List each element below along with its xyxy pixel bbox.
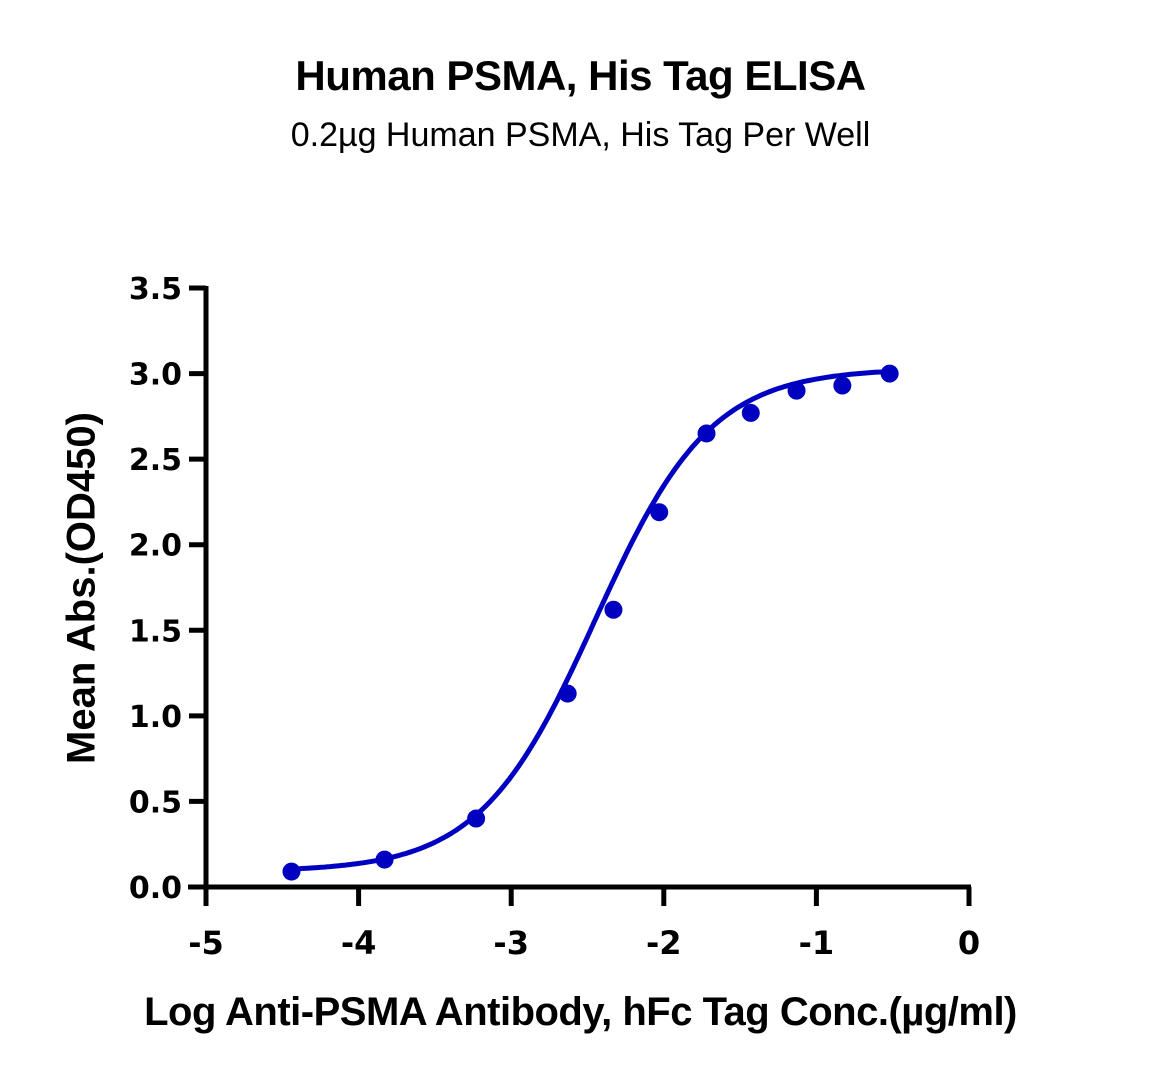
- x-tick-label: 0: [958, 924, 980, 962]
- y-tick-label: 0.5: [129, 785, 182, 820]
- x-tick-label: -4: [341, 924, 377, 962]
- data-point: [467, 809, 486, 828]
- x-tick-label: -2: [646, 924, 682, 962]
- fit-curve: [291, 369, 890, 872]
- y-tick-label: 1.5: [129, 614, 182, 649]
- y-tick-label: 0.0: [129, 871, 182, 906]
- data-point: [375, 850, 394, 869]
- x-tick-label: -3: [493, 924, 529, 962]
- data-point: [282, 862, 301, 881]
- y-tick-label: 3.5: [129, 272, 182, 307]
- axes: 0.0 0.5 1.0 1.5 2.0 2.5 3.0 3.5 -5 -4 -3 -2 -1 0: [129, 272, 980, 962]
- y-tick-label: 2.5: [129, 443, 182, 478]
- chart-subtitle: 0.2µg Human PSMA, His Tag Per Well: [290, 116, 871, 154]
- y-tick-label: 2.0: [129, 529, 182, 564]
- y-tick-label: 1.0: [129, 700, 182, 735]
- y-tick-label: 3.0: [129, 358, 182, 393]
- data-point: [880, 364, 899, 383]
- data-point: [741, 403, 760, 422]
- data-point: [604, 600, 623, 619]
- data-point: [650, 503, 669, 522]
- chart-title: Human PSMA, His Tag ELISA: [295, 52, 866, 99]
- data-point: [787, 381, 806, 400]
- data-series: [282, 364, 899, 881]
- data-point: [833, 376, 852, 395]
- x-tick-label: -5: [188, 924, 224, 962]
- data-point: [697, 424, 716, 443]
- x-axis-label: Log Anti-PSMA Antibody, hFc Tag Conc.(µg…: [144, 990, 1017, 1034]
- x-tick-label: -1: [799, 924, 835, 962]
- data-point: [558, 684, 577, 703]
